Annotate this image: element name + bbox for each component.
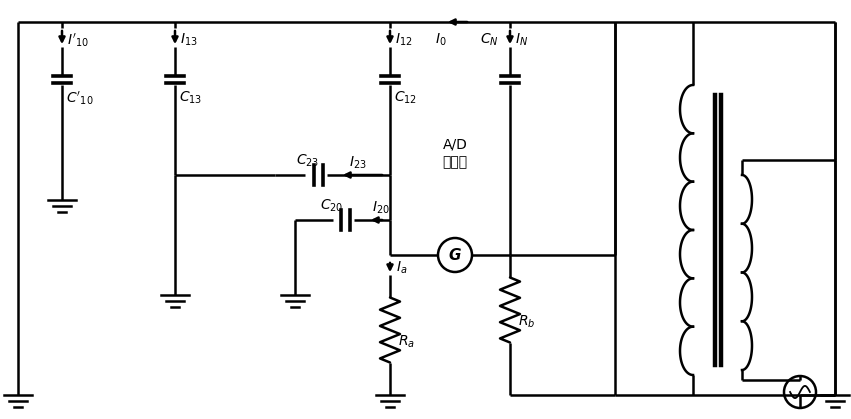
Text: $C_{13}$: $C_{13}$: [179, 90, 203, 106]
Text: $I_a$: $I_a$: [396, 260, 408, 276]
Text: G: G: [448, 248, 461, 262]
Text: $R_a$: $R_a$: [398, 334, 415, 350]
Text: $I_N$: $I_N$: [515, 32, 528, 48]
Text: $I_{23}$: $I_{23}$: [349, 155, 367, 171]
Text: $I_{13}$: $I_{13}$: [180, 32, 197, 48]
Text: $I_{20}$: $I_{20}$: [372, 200, 390, 216]
Text: $C'_{10}$: $C'_{10}$: [66, 89, 94, 107]
Text: $R_b$: $R_b$: [518, 314, 535, 330]
Text: $C_{20}$: $C_{20}$: [320, 198, 343, 214]
Text: 计算机: 计算机: [443, 155, 467, 169]
Text: $I_{12}$: $I_{12}$: [395, 32, 413, 48]
Text: $C_N$: $C_N$: [480, 32, 499, 48]
Text: $I'_{10}$: $I'_{10}$: [67, 31, 89, 49]
Text: $C_{23}$: $C_{23}$: [296, 153, 319, 169]
Text: A/D: A/D: [443, 138, 467, 152]
Text: $I_0$: $I_0$: [435, 32, 447, 48]
Text: $C_{12}$: $C_{12}$: [394, 90, 417, 106]
